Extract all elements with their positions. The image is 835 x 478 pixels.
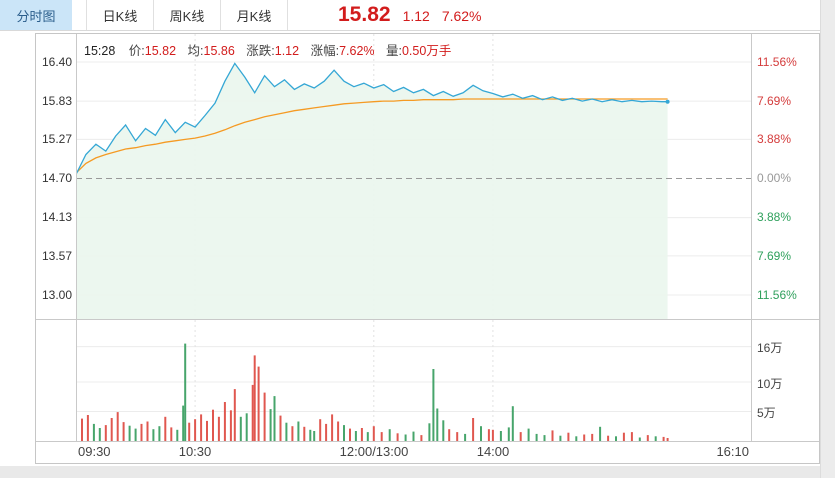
tab-daily-kline[interactable]: 日K线 — [87, 0, 154, 30]
plot-left-border — [76, 34, 77, 441]
time-axis-label: 12:00/13:00 — [339, 444, 409, 459]
avg-label: 均: — [187, 44, 204, 58]
price-change: 1.12 — [402, 8, 430, 24]
volume-axis-label: 16万 — [757, 341, 783, 355]
volume-axis-label: 5万 — [757, 406, 776, 420]
percent-axis-label: 3.88% — [757, 210, 792, 224]
price-axis-label: 16.40 — [41, 55, 72, 69]
percent-axis-label: 11.56% — [757, 55, 797, 69]
price-volume-divider — [36, 319, 819, 320]
percent-axis-label: 11.56% — [757, 288, 797, 302]
volume-chart[interactable] — [76, 320, 751, 441]
quote-summary: 15.82 1.12 7.62% — [338, 3, 482, 27]
change-label: 涨跌: — [246, 44, 275, 58]
percent-axis-label: 7.69% — [757, 94, 792, 108]
percent-axis-label: 7.69% — [757, 249, 792, 263]
avg-value: 15.86 — [203, 44, 235, 58]
plot-right-border — [751, 34, 752, 441]
percent-axis-label: 3.88% — [757, 132, 792, 146]
price-axis-label: 15.83 — [41, 94, 72, 108]
price-axis-label: 13.57 — [41, 249, 72, 263]
time-axis-label: 10:30 — [178, 444, 212, 459]
price-label: 价: — [128, 44, 145, 58]
price-axis-label: 14.13 — [41, 210, 72, 224]
chart-type-toolbar: 分时图 日K线 周K线 月K线 15.82 1.12 7.62% — [0, 0, 821, 31]
time-axis-label: 09:30 — [78, 444, 111, 459]
volume-axis-label: 10万 — [757, 377, 783, 391]
time-axis-label: 16:10 — [716, 444, 749, 459]
volume-value: 0.50万手 — [401, 44, 452, 58]
price-axis-label: 13.00 — [41, 288, 72, 302]
price-change-percent: 7.62% — [441, 8, 482, 24]
change-value: 1.12 — [274, 44, 300, 58]
price-axis-label: 15.27 — [41, 132, 72, 146]
pct-label: 涨幅: — [310, 44, 340, 58]
app-window: 分时图 日K线 周K线 月K线 15.82 1.12 7.62% 16.40 1… — [0, 0, 821, 466]
percent-axis-label: 0.00% — [757, 171, 792, 185]
pct-value: 7.62% — [339, 44, 375, 58]
tab-weekly-kline[interactable]: 周K线 — [154, 0, 221, 30]
kline-tab-group: 日K线 周K线 月K线 — [86, 0, 288, 30]
chart-panel: 16.40 15.83 15.27 14.70 14.13 13.57 13.0… — [35, 33, 820, 464]
quote-time: 15:28 — [84, 44, 116, 58]
tab-intraday[interactable]: 分时图 — [0, 0, 72, 30]
toolbar-spacer — [72, 0, 86, 30]
volume-label: 量: — [386, 44, 402, 58]
price-value: 15.82 — [144, 44, 177, 58]
last-price: 15.82 — [338, 3, 391, 26]
quote-info-bar: 15:28 价:15.82 均:15.86 涨跌:1.12 涨幅:7.62% 量… — [84, 40, 459, 59]
price-chart[interactable] — [76, 34, 751, 319]
price-axis-label: 14.70 — [41, 171, 72, 185]
volume-axis-divider — [36, 441, 819, 442]
tab-monthly-kline[interactable]: 月K线 — [221, 0, 288, 30]
vertical-scrollbar[interactable] — [820, 0, 835, 478]
time-axis-label: 14:00 — [476, 444, 510, 459]
